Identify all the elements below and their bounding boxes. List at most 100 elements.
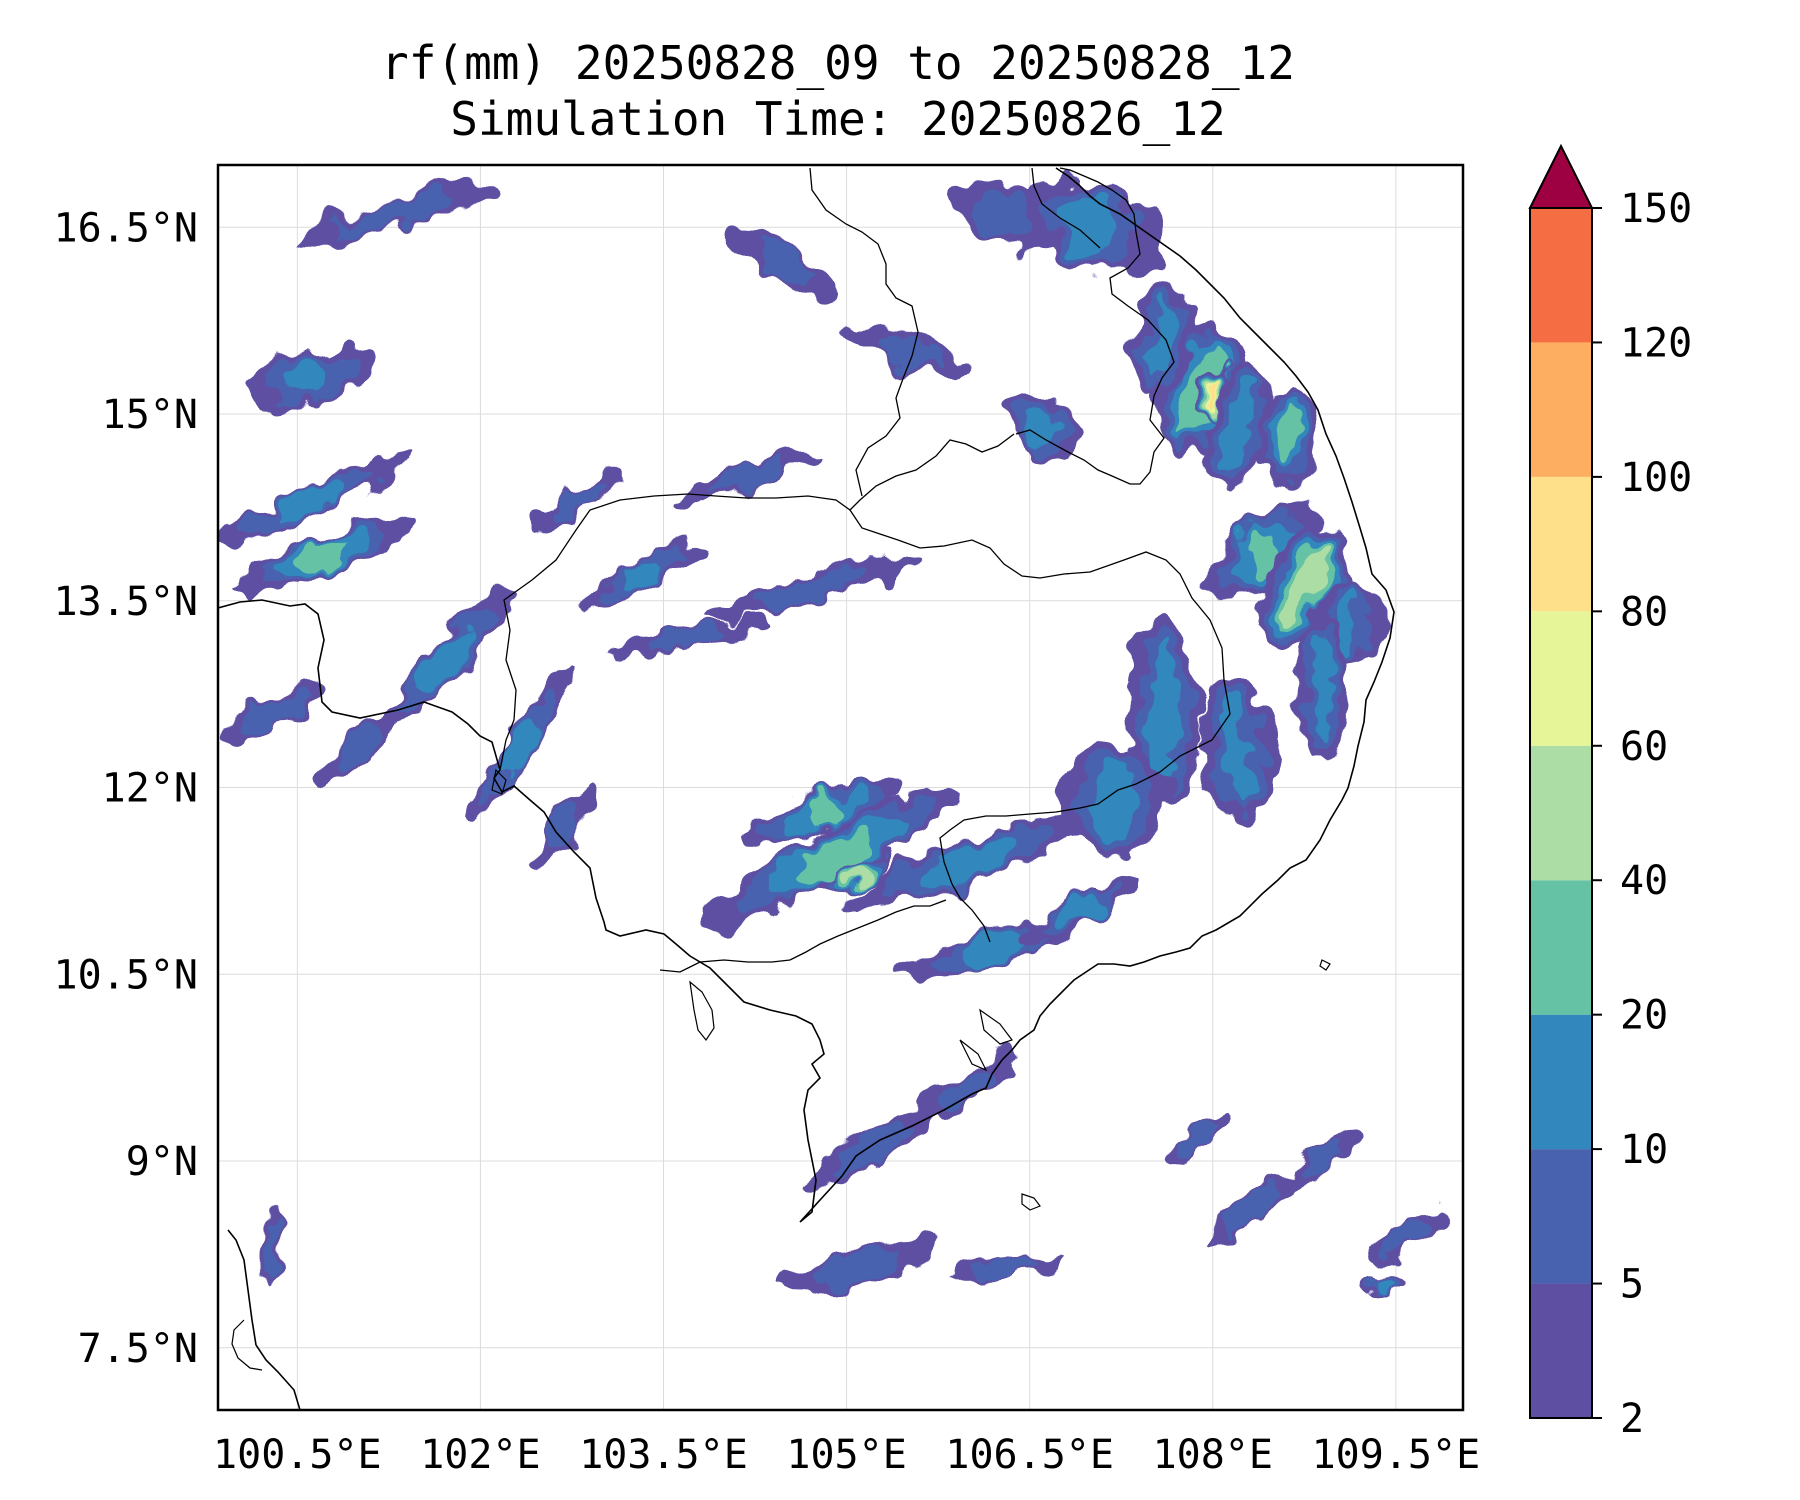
coastline-gulf-west — [218, 599, 1003, 1223]
rain-cell — [732, 230, 840, 299]
rain-cell — [1060, 745, 1171, 855]
colorbar-segment — [1530, 208, 1592, 343]
colorbar-tick-label: 40 — [1620, 858, 1668, 904]
rain-cell — [463, 674, 571, 826]
rain-band — [752, 568, 868, 608]
rain-band — [755, 244, 816, 286]
rain-band — [265, 1218, 281, 1278]
map-plot-area: 100.5°E 102°E 103.5°E 105°E 106.5°E 108°E 109.… — [54, 163, 1480, 1478]
rain-cell — [1254, 390, 1318, 488]
rain-cell — [1198, 1174, 1300, 1248]
colorbar-tick-label: 20 — [1620, 993, 1668, 1039]
rain-band — [849, 865, 869, 884]
rain-cell — [538, 781, 594, 868]
island-con-dao — [1021, 1193, 1041, 1211]
y-tick-label: 7.5°N — [78, 1326, 198, 1372]
rain-cell — [807, 1109, 935, 1188]
coastline-borders — [218, 167, 1395, 1410]
colorbar-segment — [1530, 476, 1592, 612]
rain-band — [1241, 530, 1282, 572]
rain-band — [872, 332, 943, 371]
rain-cell — [1132, 284, 1196, 394]
colorbar-segment — [1530, 745, 1592, 881]
rain-band — [942, 1065, 995, 1107]
rain-cell — [261, 1212, 285, 1285]
border-laos-cambodia — [809, 167, 919, 497]
x-tick-label: 102°E — [420, 1432, 540, 1478]
rain-band — [1275, 404, 1297, 474]
colorbar-segment — [1530, 1283, 1592, 1418]
coastline-malay-peninsula — [227, 1229, 301, 1410]
colorbar-tick-label: 150 — [1620, 186, 1692, 232]
rain-band — [1384, 1218, 1432, 1253]
x-tick-label: 103.5°E — [579, 1432, 748, 1478]
colorbar-segment — [1530, 342, 1592, 477]
rain-cell — [1298, 614, 1348, 762]
rain-cell — [1020, 179, 1162, 275]
border-cambodia-vietnam — [849, 509, 1231, 943]
rain-cell — [288, 183, 502, 247]
island-koh-kong — [491, 768, 507, 795]
rain-band — [1313, 632, 1332, 743]
rain-band — [972, 1258, 1039, 1276]
map-frame — [216, 163, 1465, 1412]
colorbar: 2 5 10 20 40 60 80 100 120 150 — [1528, 143, 1692, 1442]
rain-band — [976, 188, 1035, 241]
rain-band — [331, 726, 386, 774]
y-tick-label: 10.5°N — [54, 952, 199, 998]
rain-cell — [530, 471, 627, 531]
rainfall-contours — [218, 178, 1451, 1298]
colorbar-tick-label: 2 — [1620, 1396, 1644, 1442]
rain-band — [1184, 1121, 1217, 1151]
coastline-mekong-delta — [1001, 167, 1395, 1061]
rain-cell — [244, 345, 375, 408]
border-laos-north — [1031, 167, 1101, 249]
x-tick-label: 105°E — [786, 1432, 906, 1478]
rain-cell — [704, 783, 965, 929]
y-tick-label: 13.5°N — [54, 579, 199, 625]
y-tick-label: 16.5°N — [54, 205, 199, 251]
colorbar-tick-label: 5 — [1620, 1262, 1644, 1308]
rain-cell — [1365, 1208, 1451, 1264]
rain-band — [495, 721, 539, 779]
rain-band — [271, 481, 348, 522]
chart-title-line2: Simulation Time: 20250826_12 — [450, 92, 1225, 146]
rain-band — [1206, 373, 1219, 405]
rain-band — [921, 839, 1017, 886]
rain-band — [414, 631, 473, 695]
colorbar-tick-label: 100 — [1620, 455, 1692, 501]
rain-cell — [944, 1255, 1067, 1278]
colorbar-segment — [1530, 611, 1592, 746]
rain-band — [1281, 547, 1328, 630]
rain-band — [1150, 639, 1178, 787]
rain-band — [1023, 405, 1060, 448]
rain-band — [296, 539, 347, 575]
rain-cell — [680, 448, 818, 504]
rain-cell — [218, 452, 410, 550]
rain-cell — [369, 580, 519, 746]
colorbar-segment — [1530, 1149, 1592, 1284]
rain-band — [1221, 1190, 1278, 1232]
colorbar-tick-label: 120 — [1620, 320, 1692, 366]
colorbar-segment — [1530, 880, 1592, 1015]
rain-cell — [844, 323, 972, 381]
x-tick-label: 108°E — [1153, 1432, 1273, 1478]
colorbar-frame — [1529, 207, 1593, 1419]
island-phu-quoc — [689, 980, 715, 1042]
rain-band — [1094, 758, 1136, 842]
border-thailand-cambodia — [499, 433, 1015, 771]
rain-cell — [235, 519, 409, 595]
rain-band — [337, 195, 453, 235]
rain-cell — [922, 1051, 1015, 1121]
rain-band — [1062, 195, 1119, 259]
border-cambodia-south — [659, 899, 947, 973]
rain-cell — [1200, 677, 1275, 824]
y-axis-ticks: 16.5°N 15°N 13.5°N 12°N 10.5°N 9°N 7.5°N — [54, 205, 199, 1372]
rain-band — [957, 933, 1029, 965]
map-gridlines — [218, 165, 1463, 1410]
rain-band — [641, 625, 734, 651]
rain-cell — [1203, 366, 1271, 486]
rain-cell — [1019, 876, 1138, 948]
rain-cell — [703, 556, 917, 621]
chart-title-line1: rf(mm) 20250828_09 to 20250828_12 — [381, 36, 1295, 90]
